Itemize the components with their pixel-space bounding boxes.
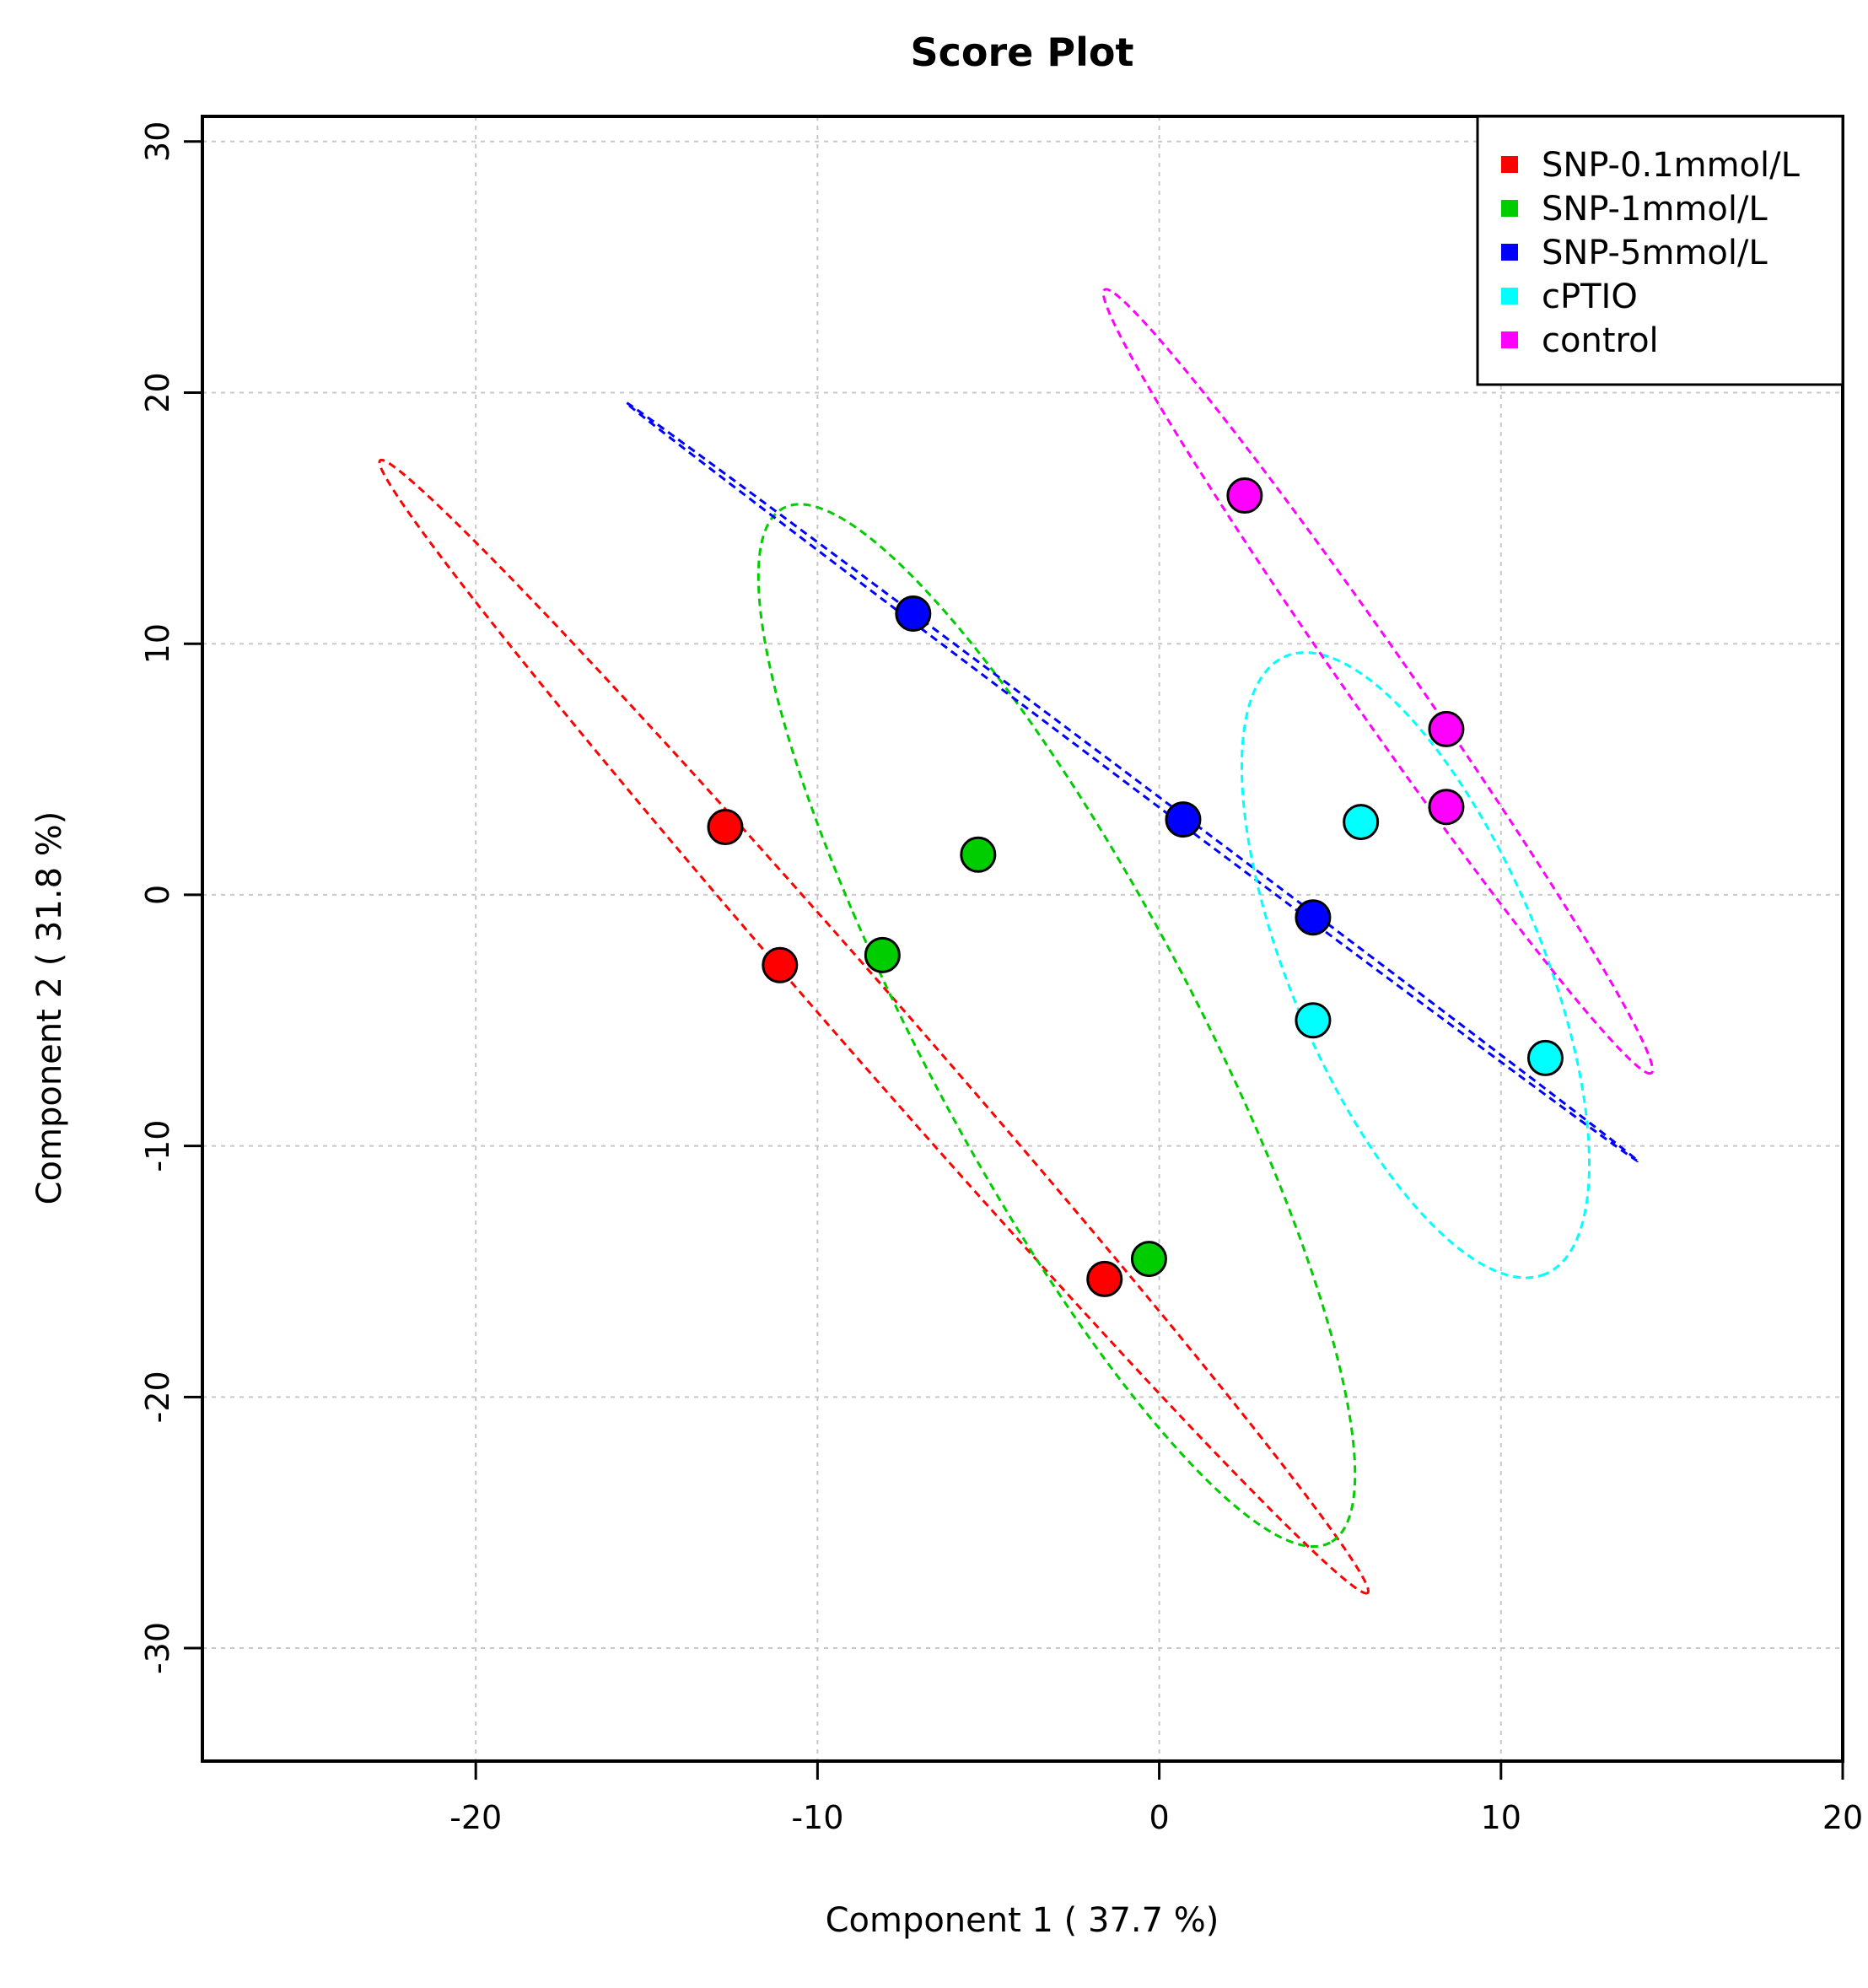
point-cptio (1343, 804, 1380, 841)
y-tick-label: -30 (139, 1622, 176, 1674)
axes: -20 -10 0 10 20 -30 -20 -10 0 10 20 30 (139, 121, 1863, 1836)
point-snp-0-1mmol-l (1086, 1260, 1123, 1297)
legend: SNP-0.1mmol/L SNP-1mmol/L SNP-5mmol/L cPTIO… (1476, 115, 1844, 386)
legend-box (1476, 115, 1844, 386)
ellipse-snp-5mmol-l (624, 401, 1639, 1162)
y-axis-label: Component 2 ( 31.8 %) (30, 811, 69, 1205)
point-cptio (1295, 1002, 1332, 1039)
point-snp-5mmol-l (1295, 899, 1332, 936)
x-tick-label: -10 (791, 1799, 843, 1836)
point-control (1428, 789, 1465, 826)
y-tick-label: 10 (139, 623, 176, 664)
legend-label: SNP-1mmol/L (1542, 190, 1768, 229)
point-control (1428, 710, 1465, 747)
point-snp-1mmol-l (960, 836, 997, 873)
legend-swatch (1501, 288, 1518, 304)
y-tick-label: 20 (139, 372, 176, 412)
chart-title: Score Plot (911, 30, 1134, 75)
legend-label: control (1542, 321, 1659, 360)
confidence-ellipses (378, 288, 1655, 1595)
y-tick-label: -20 (139, 1371, 176, 1423)
legend-swatch (1501, 200, 1518, 217)
y-tick-label: 0 (139, 885, 176, 905)
plot-frame (201, 115, 1844, 1763)
point-snp-1mmol-l (1130, 1241, 1167, 1278)
point-snp-5mmol-l (895, 595, 932, 632)
legend-label: SNP-0.1mmol/L (1542, 146, 1801, 185)
x-tick-label: 20 (1822, 1799, 1863, 1836)
legend-label: SNP-5mmol/L (1542, 234, 1768, 272)
x-tick-label: -20 (450, 1799, 502, 1836)
y-tick-label: 30 (139, 121, 176, 162)
point-snp-0-1mmol-l (707, 809, 744, 846)
legend-swatch (1501, 244, 1518, 261)
point-snp-1mmol-l (864, 936, 901, 973)
legend-swatch (1501, 156, 1518, 173)
x-tick-label: 0 (1149, 1799, 1169, 1836)
x-axis-label: Component 1 ( 37.7 %) (826, 1901, 1219, 1940)
x-tick-label: 10 (1481, 1799, 1521, 1836)
ellipse-cptio (1240, 651, 1591, 1280)
legend-swatch (1501, 331, 1518, 348)
ellipse-snp-1mmol-l (756, 503, 1357, 1549)
point-snp-0-1mmol-l (762, 946, 799, 983)
data-points (707, 477, 1564, 1297)
ellipse-control (1101, 288, 1655, 1075)
point-control (1226, 477, 1263, 515)
ellipse-snp-0-1mmol-l (378, 458, 1370, 1595)
legend-label: cPTIO (1542, 277, 1638, 316)
y-tick-label: -10 (139, 1120, 176, 1172)
point-cptio (1526, 1039, 1564, 1076)
point-snp-5mmol-l (1165, 801, 1202, 838)
